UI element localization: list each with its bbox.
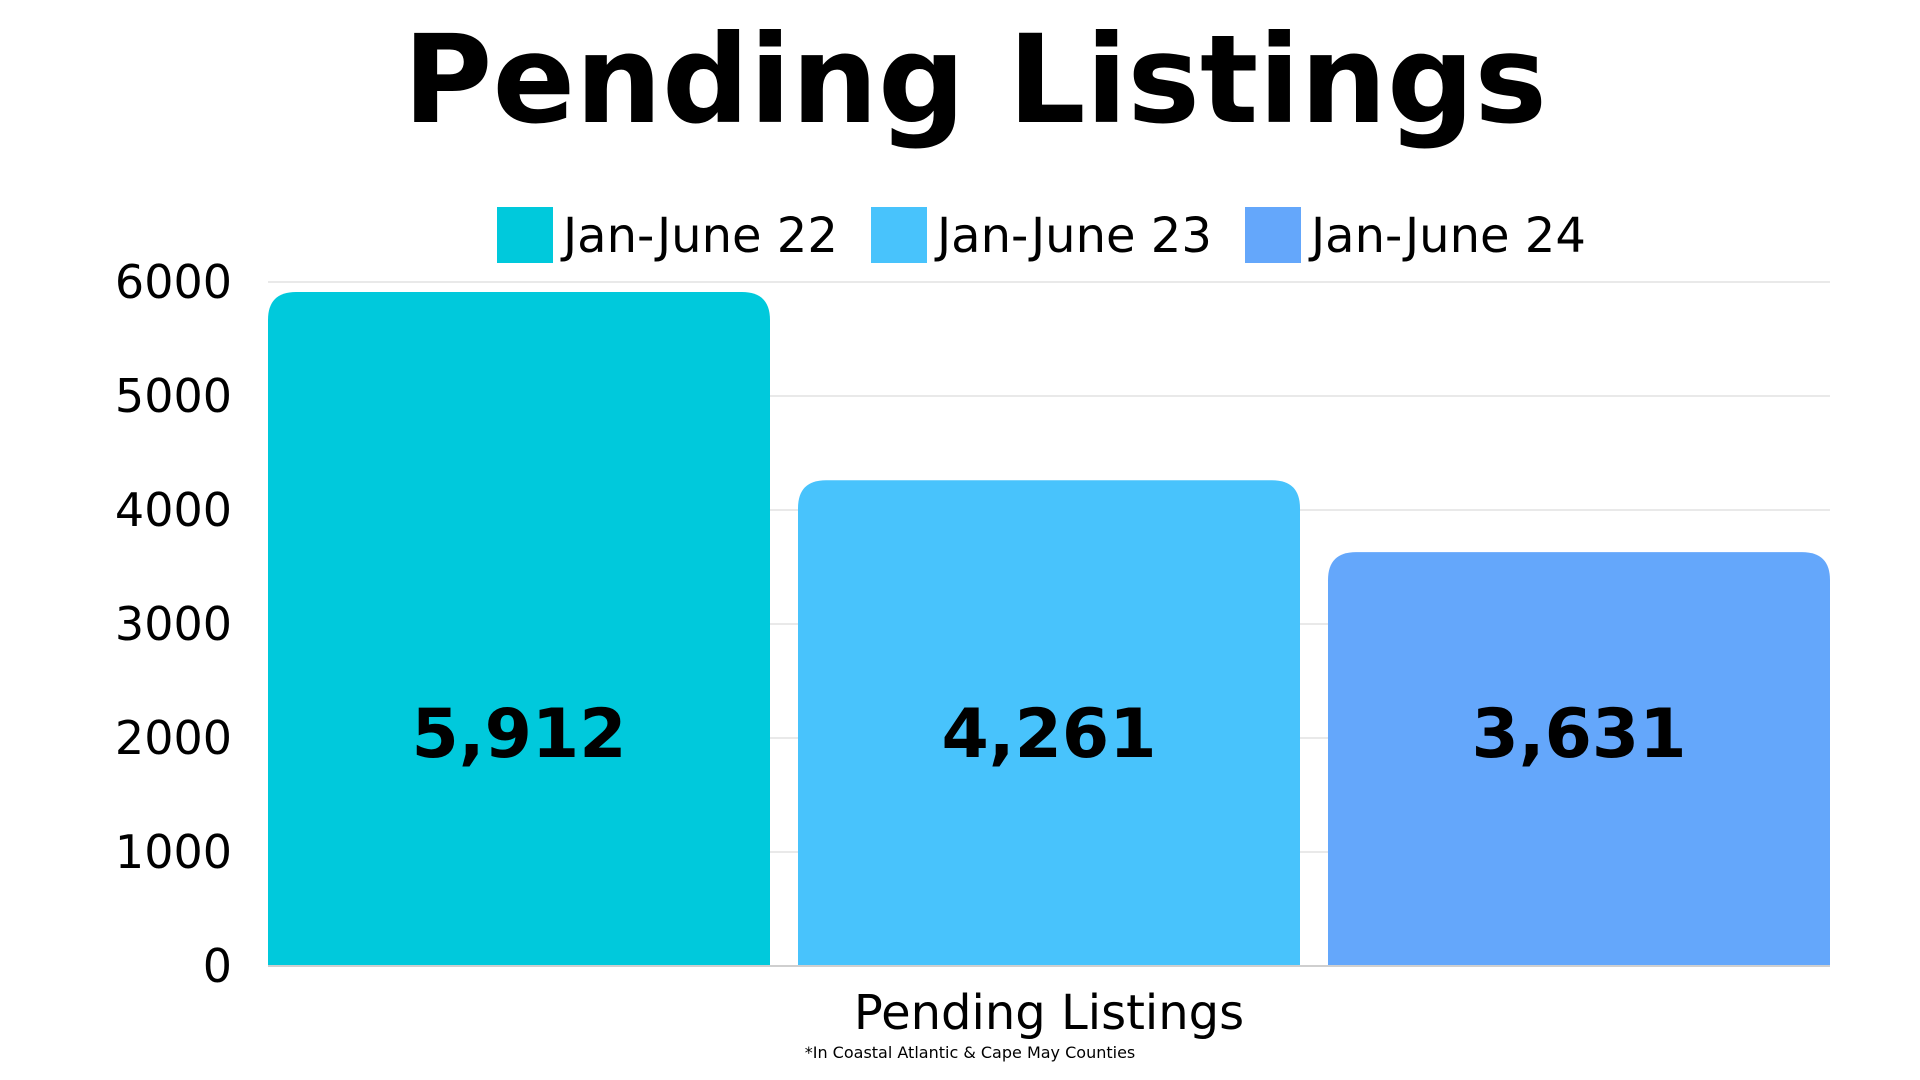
legend-swatch [871, 207, 927, 263]
bar-value-label: 3,631 [1471, 695, 1686, 774]
legend-label: Jan-June 22 [560, 208, 838, 264]
y-tick-label: 5000 [115, 369, 232, 423]
legend-swatch [497, 207, 553, 263]
y-axis-ticks: 0 1000 2000 3000 4000 5000 6000 [115, 255, 232, 993]
footnote: *In Coastal Atlantic & Cape May Counties [805, 1043, 1136, 1062]
bar-jan-june-23 [798, 480, 1300, 966]
legend-swatch [1245, 207, 1301, 263]
y-tick-label: 6000 [115, 255, 232, 309]
bar-jan-june-24 [1328, 552, 1830, 966]
x-axis-label: Pending Listings [854, 985, 1244, 1041]
legend: Jan-June 22 Jan-June 23 Jan-June 24 [497, 207, 1586, 264]
chart-title: Pending Listings [403, 9, 1547, 151]
y-tick-label: 0 [203, 939, 232, 993]
bar-jan-june-22 [268, 292, 770, 967]
value-labels: 5,912 4,261 3,631 [411, 695, 1686, 774]
bar-value-label: 4,261 [941, 695, 1156, 774]
legend-label: Jan-June 23 [934, 208, 1212, 264]
legend-label: Jan-June 24 [1308, 208, 1586, 264]
y-tick-label: 3000 [115, 597, 232, 651]
y-tick-label: 1000 [115, 825, 232, 879]
bar-value-label: 5,912 [411, 695, 626, 774]
bars [268, 292, 1830, 967]
y-tick-label: 4000 [115, 483, 232, 537]
y-tick-label: 2000 [115, 711, 232, 765]
